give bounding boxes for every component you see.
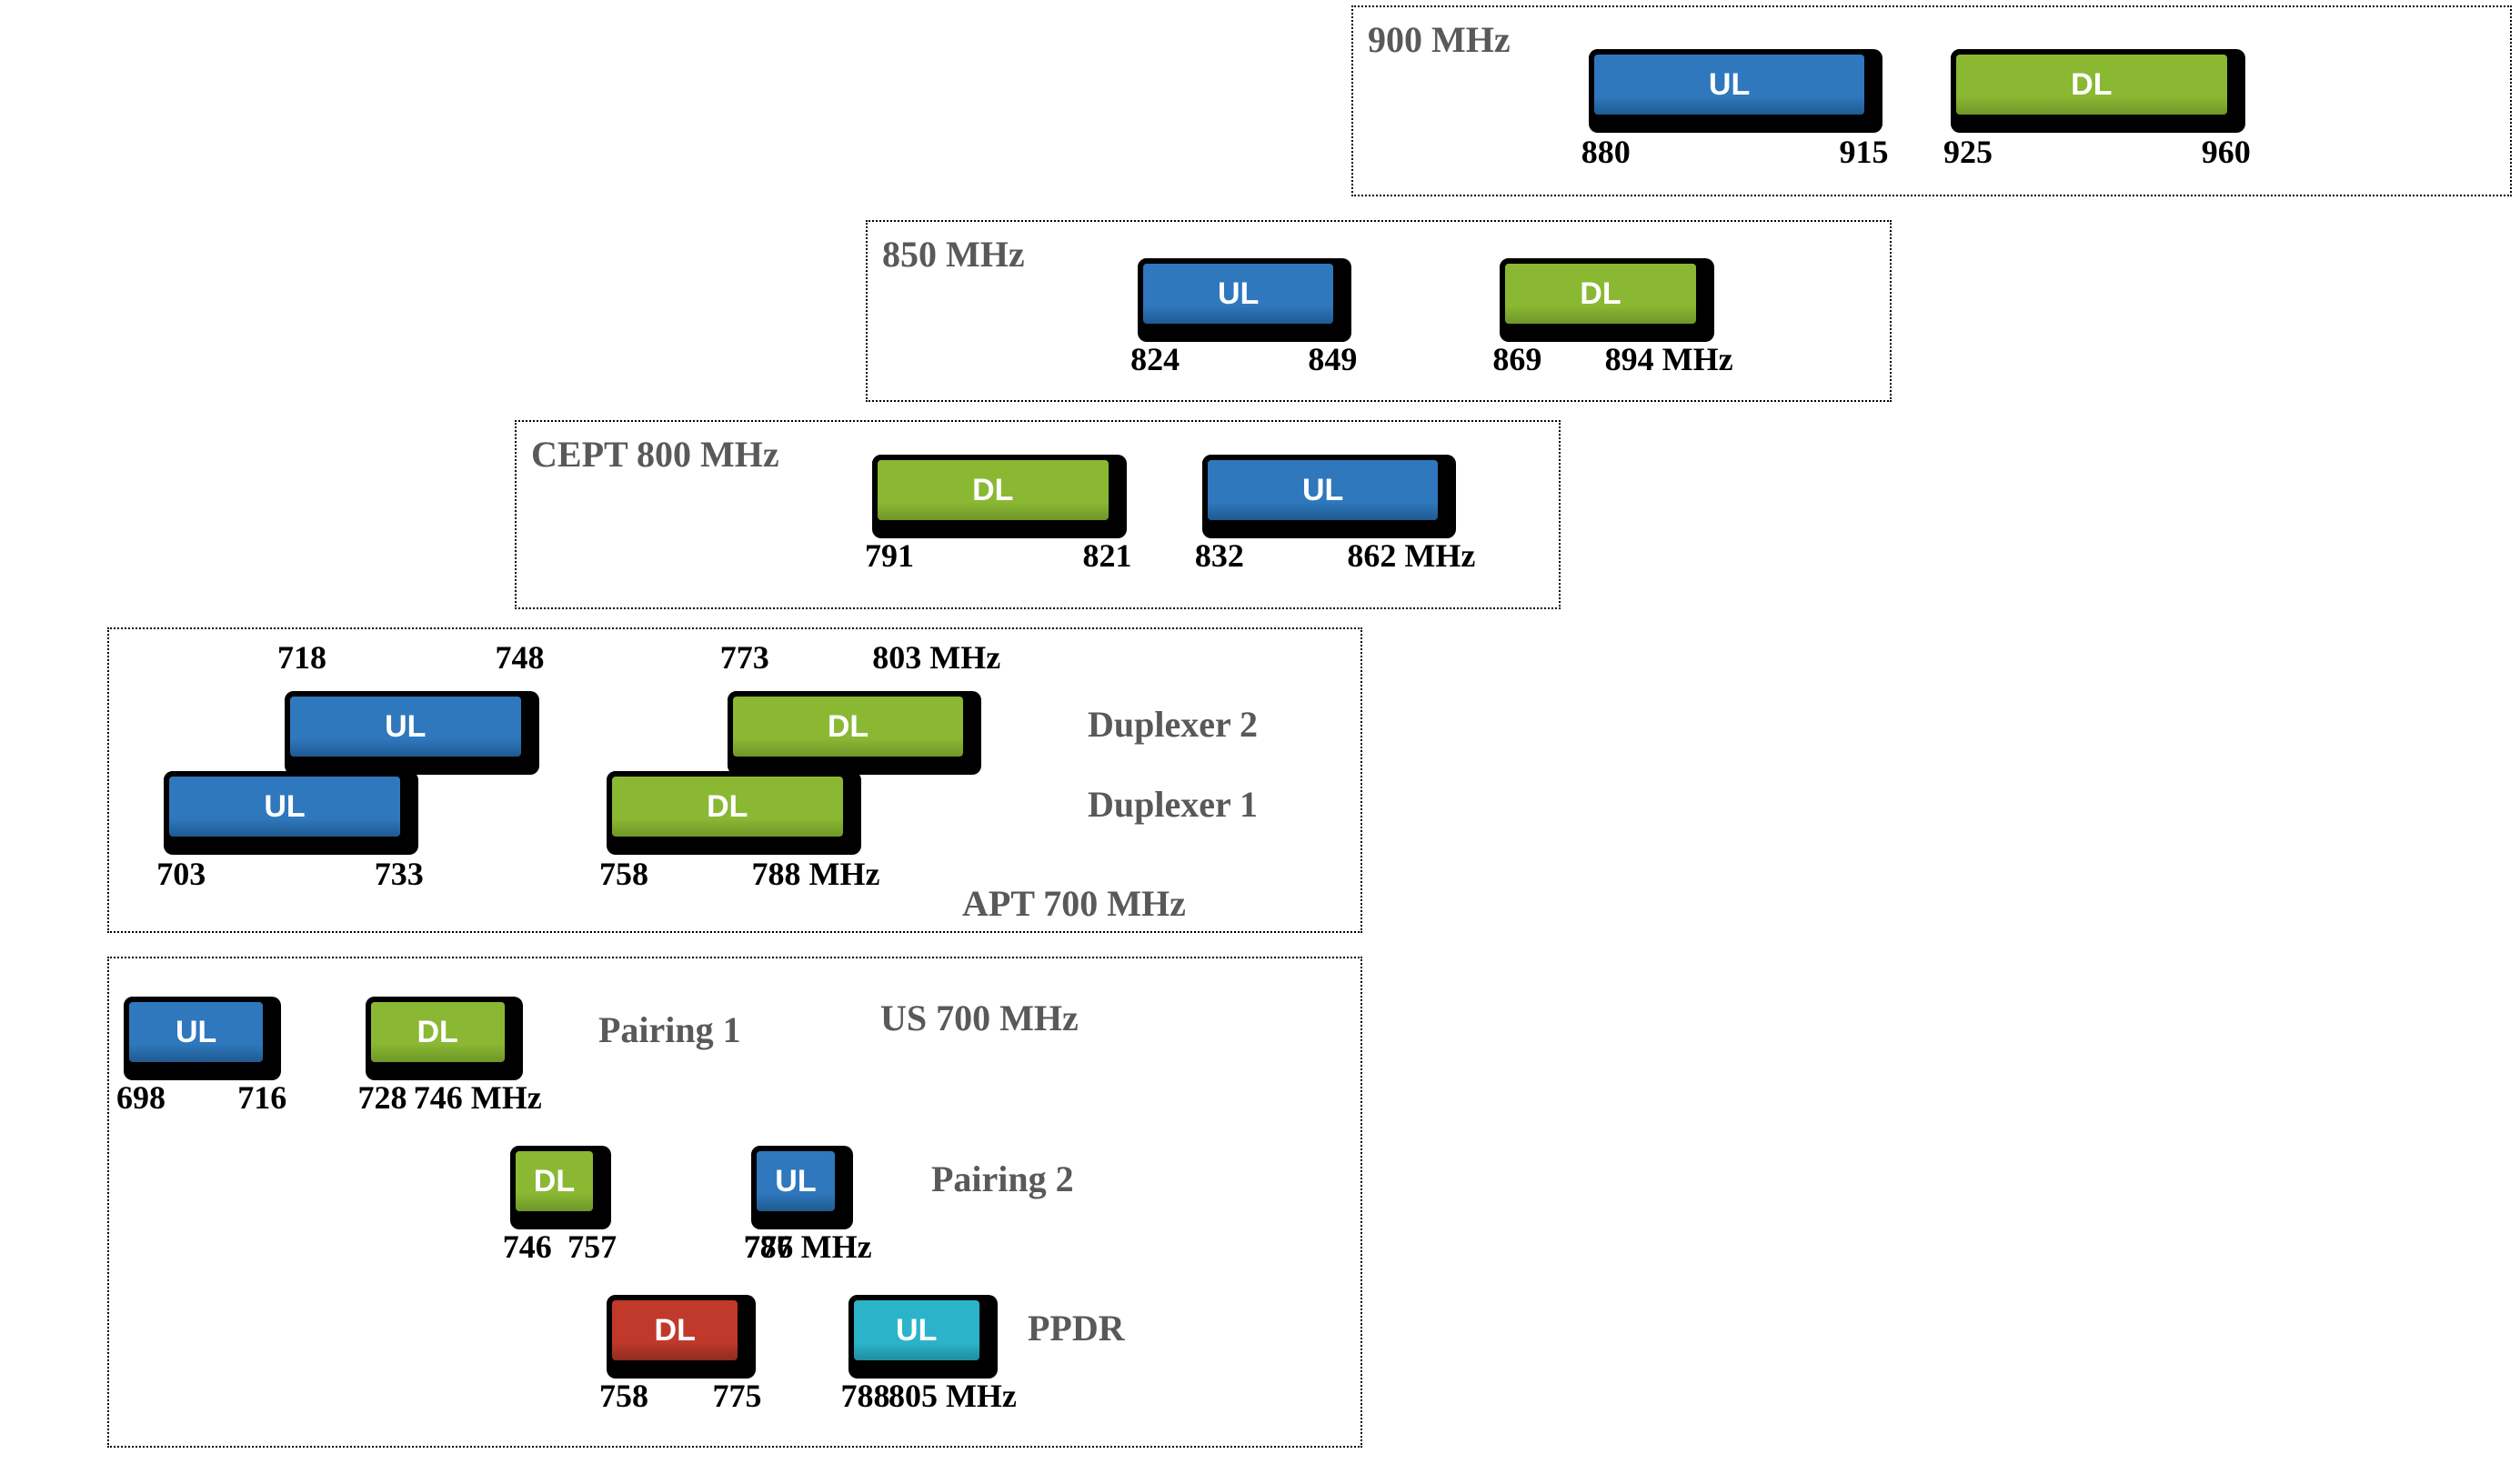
row-label: Duplexer 1 bbox=[1088, 783, 1258, 826]
freq-label-hi: 748 bbox=[496, 638, 545, 677]
band-label: UL bbox=[176, 1015, 216, 1050]
band-label: UL bbox=[1302, 473, 1343, 508]
band-label: DL bbox=[707, 789, 748, 825]
freq-band-ul: UL bbox=[1589, 49, 1883, 133]
freq-label-hi: 915 bbox=[1839, 133, 1888, 171]
freq-label-hi: 805 MHz bbox=[889, 1377, 1017, 1415]
panel-title: CEPT 800 MHz bbox=[531, 433, 779, 476]
freq-label-hi: 862 MHz bbox=[1347, 536, 1475, 575]
band-label: DL bbox=[972, 473, 1013, 508]
band-label: DL bbox=[655, 1313, 696, 1349]
freq-label-hi: 849 bbox=[1308, 340, 1357, 378]
freq-label-lo: 824 bbox=[1130, 340, 1180, 378]
freq-band-ul: UL bbox=[285, 691, 539, 775]
freq-label-lo: 880 bbox=[1581, 133, 1631, 171]
row-label: Pairing 1 bbox=[598, 1008, 741, 1051]
row-label: Pairing 2 bbox=[931, 1158, 1074, 1200]
freq-label-lo: 773 bbox=[720, 638, 769, 677]
freq-band-dl: DL bbox=[1951, 49, 2245, 133]
freq-label-lo: 718 bbox=[277, 638, 326, 677]
freq-band-dl: DL bbox=[366, 997, 523, 1080]
freq-label-hi: 787 MHz bbox=[744, 1228, 872, 1266]
freq-label-lo: 758 bbox=[599, 1377, 648, 1415]
freq-label-lo: 758 bbox=[599, 855, 648, 893]
freq-band-dl: DL bbox=[872, 455, 1127, 538]
freq-label-lo: 791 bbox=[865, 536, 914, 575]
freq-label-lo: 746 bbox=[503, 1228, 552, 1266]
band-label: DL bbox=[417, 1015, 457, 1050]
freq-label-hi: 788 MHz bbox=[752, 855, 880, 893]
band-label: UL bbox=[385, 709, 426, 745]
freq-band-ul: UL bbox=[1138, 258, 1351, 342]
freq-label-lo: 788 bbox=[841, 1377, 890, 1415]
band-label: DL bbox=[534, 1164, 575, 1199]
freq-label-hi: 716 bbox=[237, 1078, 286, 1117]
freq-band-dl: DL bbox=[1500, 258, 1713, 342]
freq-label-hi: 894 MHz bbox=[1605, 340, 1733, 378]
freq-label-hi: 733 bbox=[375, 855, 424, 893]
freq-band-dl: DL bbox=[728, 691, 982, 775]
freq-band-ul: UL bbox=[164, 771, 418, 855]
freq-band-ul: UL bbox=[848, 1295, 998, 1379]
freq-band-ul: UL bbox=[1202, 455, 1457, 538]
freq-label-hi: 821 bbox=[1083, 536, 1132, 575]
freq-band-ul: UL bbox=[751, 1146, 852, 1229]
spectrum-diagram: 900 MHz UL 880 915 DL 925 960 850 MHz UL 824 849 DL… bbox=[0, 0, 2520, 1464]
freq-label-hi: 757 bbox=[567, 1228, 617, 1266]
freq-label-lo: 869 bbox=[1492, 340, 1541, 378]
band-label: DL bbox=[828, 709, 868, 745]
freq-band-ul: UL bbox=[124, 997, 281, 1080]
band-label: UL bbox=[1218, 276, 1259, 312]
panel-title: 850 MHz bbox=[882, 233, 1025, 276]
band-label: UL bbox=[896, 1313, 937, 1349]
freq-label-hi: 775 bbox=[712, 1377, 761, 1415]
panel-title: US 700 MHz bbox=[880, 997, 1079, 1039]
freq-label-lo: 925 bbox=[1943, 133, 1993, 171]
band-label: UL bbox=[264, 789, 305, 825]
freq-band-dl: DL bbox=[607, 1295, 756, 1379]
panel-title: 900 MHz bbox=[1368, 18, 1511, 61]
panel-p900 bbox=[1351, 5, 2512, 196]
band-label: UL bbox=[775, 1164, 816, 1199]
row-label: Duplexer 2 bbox=[1088, 703, 1258, 746]
freq-label-lo: 728 bbox=[358, 1078, 407, 1117]
panel-title: APT 700 MHz bbox=[962, 882, 1186, 925]
freq-label-hi: 960 bbox=[2202, 133, 2251, 171]
freq-label-lo: 832 bbox=[1195, 536, 1244, 575]
freq-label-lo: 698 bbox=[116, 1078, 166, 1117]
band-label: DL bbox=[1580, 276, 1621, 312]
freq-label-hi: 746 MHz bbox=[414, 1078, 542, 1117]
band-label: DL bbox=[2071, 67, 2112, 103]
row-label: PPDR bbox=[1028, 1307, 1125, 1349]
freq-label-hi: 803 MHz bbox=[872, 638, 1000, 677]
band-label: UL bbox=[1709, 67, 1750, 103]
freq-band-dl: DL bbox=[607, 771, 861, 855]
freq-label-lo: 703 bbox=[156, 855, 206, 893]
freq-band-dl: DL bbox=[510, 1146, 611, 1229]
